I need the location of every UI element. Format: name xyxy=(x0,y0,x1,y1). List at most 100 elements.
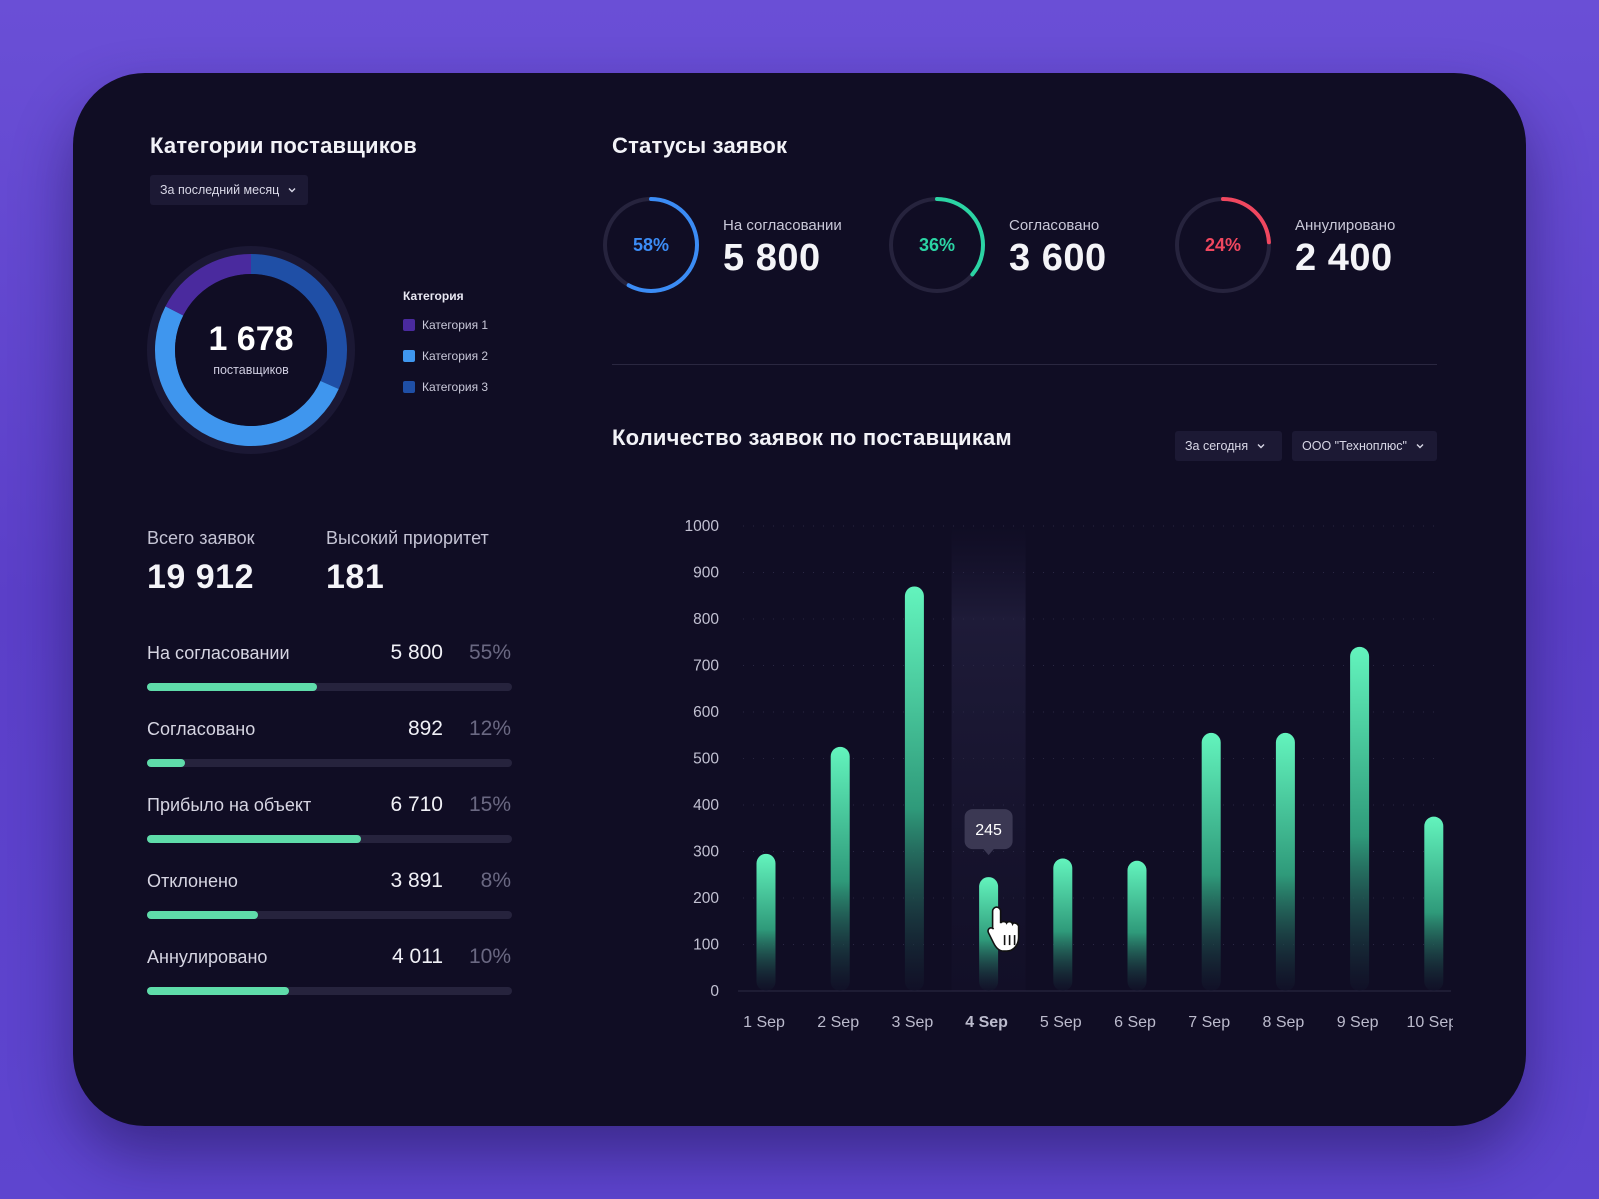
status-row-progress-track xyxy=(147,987,512,995)
status-value: 3 600 xyxy=(1009,237,1107,279)
y-tick-label: 1000 xyxy=(685,518,720,535)
status-row-label: Согласовано xyxy=(147,719,256,739)
y-tick-label: 700 xyxy=(693,658,719,675)
status-row-label: Отклонено xyxy=(147,871,238,891)
tooltip-value: 245 xyxy=(975,822,1002,839)
legend-swatch xyxy=(403,381,415,393)
x-tick-label: 3 Sep xyxy=(891,1014,933,1031)
x-tick-label: 5 Sep xyxy=(1040,1014,1082,1031)
legend-label: Категория 2 xyxy=(422,349,489,363)
x-tick-label: 4 Sep xyxy=(965,1014,1008,1031)
category-donut-chart: 1 678 поставщиков xyxy=(146,245,356,455)
status-value: 5 800 xyxy=(723,237,821,279)
high-priority-label: Высокий приоритет xyxy=(326,528,489,548)
donut-segment-category-3 xyxy=(250,254,347,390)
x-tick-label: 10 Sep xyxy=(1406,1014,1453,1031)
status-row-progress-track xyxy=(147,683,512,691)
donut-total: 1 678 xyxy=(208,320,294,358)
status-row-progress-fill xyxy=(147,759,186,767)
legend-title: Категория xyxy=(403,289,464,303)
chevron-down-icon xyxy=(1415,441,1425,451)
status-value: 2 400 xyxy=(1295,237,1393,279)
chevron-down-icon xyxy=(1256,441,1266,451)
hand-cursor-icon xyxy=(987,906,1020,952)
status-row-percent: 10% xyxy=(468,945,511,968)
status-row-progress-fill xyxy=(147,835,361,843)
legend-swatch xyxy=(403,350,415,362)
status-label: Аннулировано xyxy=(1295,217,1396,234)
status-row-progress-track xyxy=(147,911,512,919)
bar-3-sep[interactable] xyxy=(904,586,924,991)
status-label: Согласовано xyxy=(1009,217,1100,234)
total-requests-label: Всего заявок xyxy=(147,528,255,548)
legend-item-category-1: Категория 1 xyxy=(403,318,488,332)
status-ring-percent: 58% xyxy=(632,235,670,255)
status-ring-percent: 36% xyxy=(918,235,956,255)
legend-item-category-3: Категория 3 xyxy=(403,380,488,394)
y-tick-label: 800 xyxy=(693,611,719,628)
bar-6-sep[interactable] xyxy=(1127,860,1147,991)
categories-period-dropdown[interactable]: За последний месяц xyxy=(150,175,308,205)
y-tick-label: 900 xyxy=(693,565,719,582)
legend-label: Категория 3 xyxy=(422,380,489,394)
status-row-progress-fill xyxy=(147,683,317,691)
status-ring-percent: 24% xyxy=(1204,235,1242,255)
status-ring: 58% xyxy=(601,195,701,295)
status-row-progress-fill xyxy=(147,911,259,919)
x-tick-label: 1 Sep xyxy=(743,1014,785,1031)
donut-segment-category-2 xyxy=(155,306,339,446)
bar-2-sep[interactable] xyxy=(830,746,850,991)
legend-swatch xyxy=(403,319,415,331)
orders-chart-title: Количество заявок по поставщикам xyxy=(612,425,1012,450)
legend-label: Категория 1 xyxy=(422,318,489,332)
total-requests-value: 19 912 xyxy=(147,558,254,596)
status-row-value: 6 710 xyxy=(390,793,443,816)
section-divider xyxy=(612,364,1437,365)
bar-9-sep[interactable] xyxy=(1350,646,1370,991)
y-tick-label: 600 xyxy=(693,704,719,721)
y-tick-label: 0 xyxy=(710,983,719,1000)
high-priority-value: 181 xyxy=(326,558,385,596)
status-row-value: 892 xyxy=(407,717,443,740)
y-tick-label: 500 xyxy=(693,751,719,768)
chevron-down-icon xyxy=(287,185,297,195)
categories-period-label: За последний месяц xyxy=(160,183,280,197)
bar-8-sep[interactable] xyxy=(1275,732,1295,991)
bar-tooltip: 245 xyxy=(964,809,1013,856)
status-row-percent: 55% xyxy=(468,641,511,664)
bar-5-sep[interactable] xyxy=(1053,858,1073,991)
status-ring: 24% xyxy=(1173,195,1273,295)
status-row-value: 3 891 xyxy=(390,869,443,892)
bar-10-sep[interactable] xyxy=(1424,816,1444,991)
status-row-value: 4 011 xyxy=(392,945,443,968)
y-tick-label: 300 xyxy=(693,844,719,861)
x-tick-label: 6 Sep xyxy=(1114,1014,1156,1031)
status-row-percent: 8% xyxy=(480,869,511,892)
dashboard-card: Категории поставщиков За последний месяц… xyxy=(73,73,1526,1126)
x-tick-label: 8 Sep xyxy=(1262,1014,1304,1031)
x-tick-label: 7 Sep xyxy=(1188,1014,1230,1031)
x-tick-label: 2 Sep xyxy=(817,1014,859,1031)
status-row-percent: 15% xyxy=(468,793,511,816)
orders-bar-chart: 0 100 200 300 400 500 600 700 800 900 1000 1 Sep 2 S… xyxy=(685,518,1453,1031)
bar-7-sep[interactable] xyxy=(1201,732,1221,991)
bar-1-sep[interactable] xyxy=(756,853,776,991)
orders-period-dropdown[interactable]: За сегодня xyxy=(1175,431,1282,461)
status-row-value: 5 800 xyxy=(390,641,443,664)
status-row-progress-fill xyxy=(147,987,290,995)
status-label: На согласовании xyxy=(723,217,842,234)
status-row-label: Прибыло на объект xyxy=(147,795,312,815)
status-ring: 36% xyxy=(887,195,987,295)
legend-item-category-2: Категория 2 xyxy=(403,349,488,363)
y-tick-label: 400 xyxy=(693,797,719,814)
status-row-percent: 12% xyxy=(468,717,511,740)
orders-period-label: За сегодня xyxy=(1185,439,1249,453)
status-row-label: На согласовании xyxy=(147,643,290,663)
company-dropdown[interactable]: ООО "Техноплюс" xyxy=(1292,431,1437,461)
status-row-progress-track xyxy=(147,835,512,843)
donut-caption: поставщиков xyxy=(213,363,289,377)
status-row-progress-track xyxy=(147,759,512,767)
company-label: ООО "Техноплюс" xyxy=(1302,439,1407,453)
x-tick-label: 9 Sep xyxy=(1337,1014,1379,1031)
categories-title: Категории поставщиков xyxy=(150,133,418,158)
